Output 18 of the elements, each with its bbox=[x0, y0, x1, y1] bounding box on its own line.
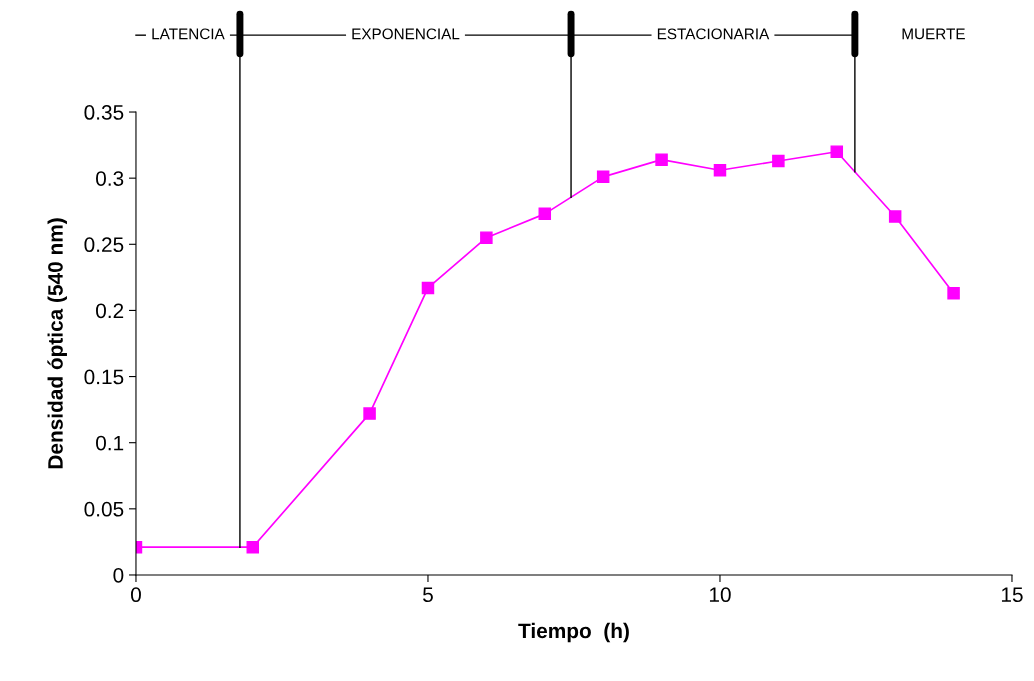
x-axis-title: Tiempo (h) bbox=[518, 622, 629, 643]
y-tick-label: 0.25 bbox=[84, 237, 124, 253]
y-tick-label: 0.3 bbox=[96, 171, 124, 186]
y-tick-label: 0.15 bbox=[84, 369, 124, 385]
x-tick-label: 5 bbox=[423, 587, 433, 603]
text: EXPONENCIAL bbox=[352, 28, 460, 40]
y-axis-title: Densidad óptica (540 nm) bbox=[47, 218, 67, 469]
x-tick-label: 0 bbox=[130, 587, 141, 603]
y-tick-label: 0.05 bbox=[84, 501, 124, 517]
text: MUERTE bbox=[902, 28, 965, 40]
y-tick-label: 0 bbox=[113, 567, 124, 583]
text: ESTACIONARIA bbox=[657, 28, 770, 40]
text: LATENCIA bbox=[152, 28, 225, 40]
y-tick-label: 0.35 bbox=[84, 105, 124, 120]
y-tick-label: 0.1 bbox=[96, 435, 124, 451]
x-tick-label: 15 bbox=[1001, 587, 1023, 603]
x-tick-label: 10 bbox=[709, 587, 731, 603]
y-tick-label: 0.2 bbox=[96, 303, 124, 319]
